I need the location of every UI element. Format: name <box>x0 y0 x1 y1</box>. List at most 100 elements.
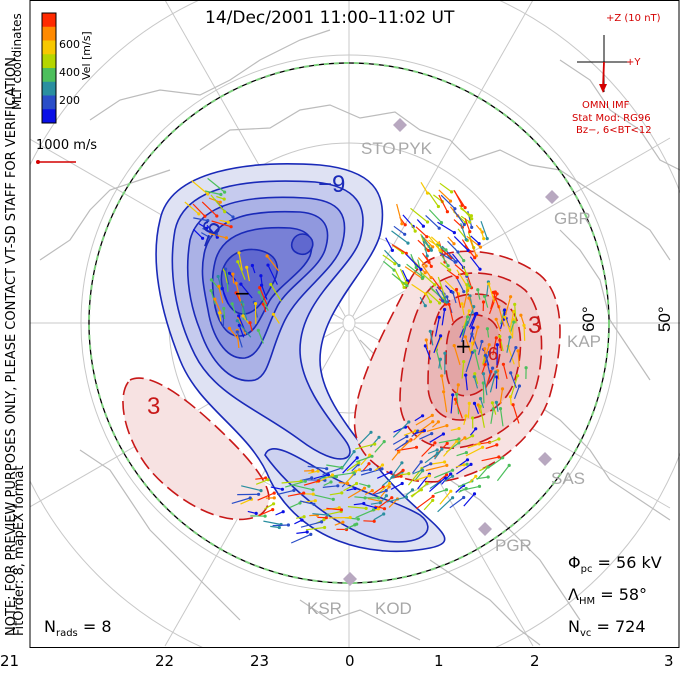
velocity-vector <box>360 468 383 476</box>
imf-by-label: +Y <box>626 57 641 68</box>
velocity-vector-origin <box>352 471 356 475</box>
velocity-vector-origin <box>456 250 460 254</box>
velocity-vector <box>489 371 497 393</box>
velocity-vector <box>517 350 520 368</box>
velocity-vector-origin <box>498 334 502 338</box>
velocity-vector-origin <box>507 463 511 467</box>
velocity-vector <box>499 388 504 405</box>
velocity-vector-origin <box>281 510 285 514</box>
velocity-vector <box>477 341 483 355</box>
velocity-vector-origin <box>277 525 281 530</box>
velocity-vector-origin <box>266 478 270 482</box>
velocity-vector-origin <box>357 461 361 465</box>
velocity-vector <box>437 474 447 483</box>
velocity-vector <box>193 217 208 222</box>
velocity-vector-origin <box>213 297 217 301</box>
velocity-vector <box>261 284 268 300</box>
velocity-vector-origin <box>391 475 395 479</box>
velocity-vector-origin <box>377 496 381 500</box>
velocity-vector-origin <box>403 232 407 236</box>
velocity-vector-origin <box>473 312 478 316</box>
velocity-vector <box>454 399 463 419</box>
velocity-vector <box>354 443 375 450</box>
velocity-vector-origin <box>397 263 401 268</box>
velocity-vector-origin <box>218 200 222 204</box>
velocity-vector-origin <box>419 267 423 271</box>
velocity-vector <box>482 373 488 396</box>
velocity-vector-origin <box>263 514 267 518</box>
mlt-label-23: 23 <box>250 652 270 670</box>
velocity-vector-origin <box>215 232 219 236</box>
velocity-vector-origin <box>331 497 335 501</box>
velocity-vector-origin <box>234 291 238 295</box>
colorbar-swatch <box>42 40 56 55</box>
velocity-vector <box>290 533 312 544</box>
velocity-vector <box>355 509 374 519</box>
velocity-vector-origin <box>223 190 227 194</box>
velocity-vector <box>484 352 490 364</box>
velocity-vector <box>303 480 319 486</box>
velocity-vector <box>484 355 491 374</box>
velocity-vector <box>246 267 250 282</box>
velocity-vector <box>508 311 515 333</box>
velocity-vector <box>322 467 343 476</box>
velocity-vector <box>221 288 230 305</box>
colorbar-title: Vel [m/s] <box>80 31 93 80</box>
velocity-vector-origin <box>486 465 490 469</box>
velocity-vector-origin <box>369 430 373 434</box>
velocity-vector <box>204 190 222 196</box>
velocity-vector-origin <box>462 360 466 364</box>
velocity-vector-origin <box>372 519 376 523</box>
velocity-vector <box>229 327 239 340</box>
velocity-vector-origin <box>410 488 415 492</box>
velocity-vector <box>488 457 504 469</box>
imf-bz-label: +Z (10 nT) <box>606 13 661 24</box>
velocity-vector-origin <box>483 347 487 351</box>
heppner-maynard-boundary <box>88 62 610 584</box>
velocity-vector <box>450 394 454 414</box>
velocity-vector <box>465 446 483 457</box>
dawn-cell-centre: + <box>455 334 472 358</box>
velocity-vector-origin <box>465 272 469 276</box>
velocity-vector-origin <box>378 501 382 505</box>
velocity-vector-origin <box>473 372 477 376</box>
velocity-vector <box>510 375 519 397</box>
lat-label-60: 60° <box>579 306 598 332</box>
colorbar-swatch <box>42 95 56 110</box>
colorbar-tick-400: 400 <box>59 66 80 79</box>
velocity-vector-origin <box>467 296 471 300</box>
velocity-vector <box>414 430 425 435</box>
velocity-vector-origin <box>336 484 340 488</box>
velocity-vector <box>390 482 403 490</box>
velocity-vector-origin <box>419 460 423 464</box>
velocity-vector <box>499 340 502 351</box>
velocity-vector-origin <box>300 518 304 522</box>
velocity-vector-origin <box>500 387 505 391</box>
velocity-vector <box>326 464 342 469</box>
lat-label-50: 50° <box>655 306 674 332</box>
velocity-vector-origin <box>239 282 243 286</box>
velocity-vector-origin <box>457 437 461 441</box>
velocity-vector <box>411 482 428 498</box>
velocity-vector <box>463 493 475 507</box>
velocity-vector-origin <box>420 276 424 280</box>
velocity-vector-origin <box>367 484 371 488</box>
velocity-vector <box>454 264 466 274</box>
velocity-vector <box>347 506 367 509</box>
velocity-vector <box>238 252 243 271</box>
velocity-vector-origin <box>465 283 469 287</box>
velocity-vector-origin <box>438 357 442 361</box>
velocity-vector <box>449 497 465 509</box>
velocity-vector-origin <box>452 344 456 348</box>
velocity-vector <box>272 524 289 527</box>
velocity-vector <box>514 304 517 324</box>
velocity-vector-origin <box>423 304 427 308</box>
velocity-vector <box>341 451 355 469</box>
velocity-vector-origin <box>209 289 213 293</box>
velocity-vector-origin <box>257 492 261 496</box>
velocity-vector-origin <box>382 440 386 444</box>
velocity-vector-origin <box>495 292 499 296</box>
velocity-vector-origin <box>463 206 467 210</box>
velocity-vector <box>285 480 306 488</box>
